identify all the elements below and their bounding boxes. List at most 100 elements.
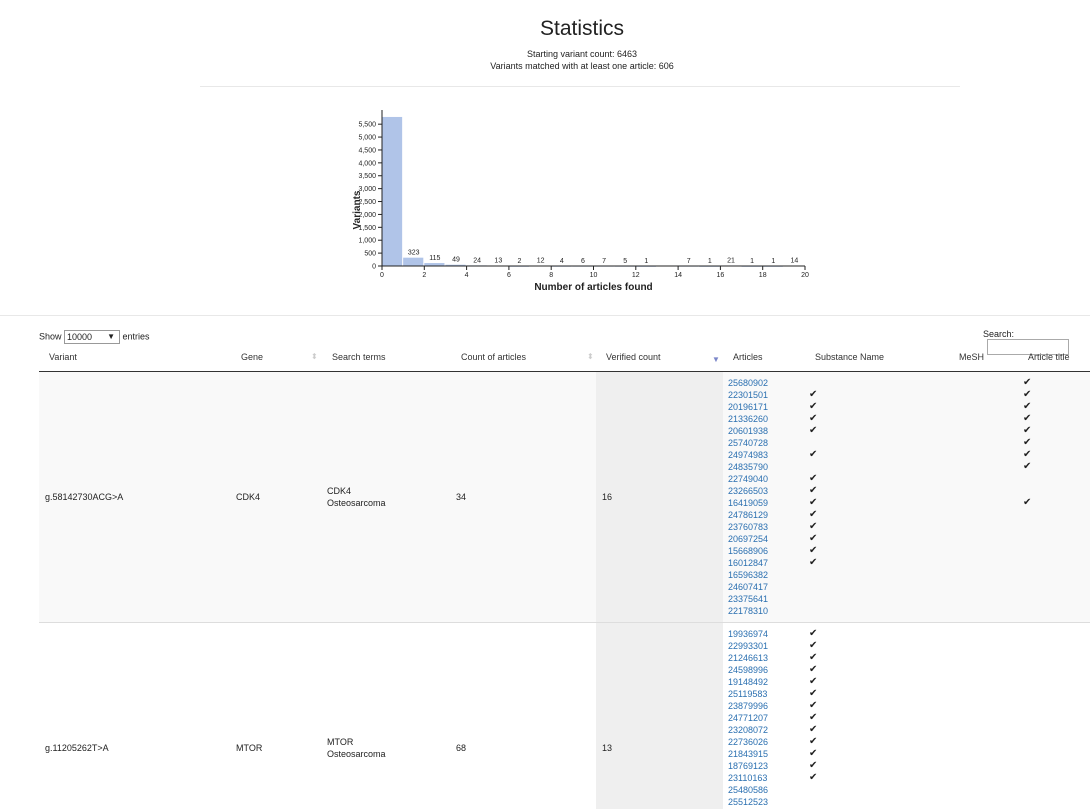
article-link[interactable]: 22749040 bbox=[728, 474, 769, 484]
article-link[interactable]: 19148492 bbox=[728, 677, 769, 687]
list-item: 24771207 bbox=[728, 712, 768, 724]
search-term-cell: Osteosarcoma bbox=[327, 749, 386, 759]
article-link[interactable]: 24835790 bbox=[728, 462, 769, 472]
article-link[interactable]: 25680902 bbox=[728, 378, 769, 388]
header-articles[interactable]: Articles bbox=[733, 352, 763, 362]
list-item: ✔ bbox=[809, 724, 817, 736]
header-mesh[interactable]: MeSH bbox=[959, 352, 985, 362]
article-link[interactable]: 24598996 bbox=[728, 665, 769, 675]
header-gene[interactable]: Gene bbox=[241, 352, 264, 362]
header-substance-name[interactable]: Substance Name bbox=[815, 352, 885, 362]
article-link[interactable]: 20601938 bbox=[728, 426, 769, 436]
y-tick-label: 3,000 bbox=[358, 186, 376, 193]
article-link[interactable]: 23266503 bbox=[728, 486, 769, 496]
sort-gene-icon[interactable]: ⬍ bbox=[311, 352, 318, 361]
list-item: 24974983 bbox=[728, 449, 768, 461]
x-tick-label: 10 bbox=[590, 272, 598, 279]
list-item: 21843915 bbox=[728, 748, 768, 760]
articles-list: 19936974 22993301 21246613 24598996 19148492… bbox=[728, 628, 768, 808]
list-item bbox=[809, 605, 817, 617]
bar-label: 12 bbox=[537, 258, 545, 265]
article-link[interactable]: 24607417 bbox=[728, 582, 769, 592]
article-link[interactable]: 24771207 bbox=[728, 713, 769, 723]
article-link[interactable]: 23760783 bbox=[728, 522, 769, 532]
header-verified-count[interactable]: Verified count bbox=[606, 352, 661, 362]
article-link[interactable]: 19936974 bbox=[728, 629, 769, 639]
article-link[interactable]: 25740728 bbox=[728, 438, 769, 448]
variant-cell: g.58142730ACG>A bbox=[45, 492, 124, 502]
article-link[interactable]: 23208072 bbox=[728, 725, 769, 735]
check-icon: ✔ bbox=[1023, 449, 1032, 460]
x-tick-label: 20 bbox=[801, 272, 809, 279]
article-link[interactable]: 24786129 bbox=[728, 510, 769, 520]
article-link[interactable]: 18769123 bbox=[728, 761, 769, 771]
list-item: 18769123 bbox=[728, 760, 768, 772]
y-tick-label: 5,000 bbox=[358, 135, 376, 142]
bar-label: 13 bbox=[494, 258, 502, 265]
list-item bbox=[809, 461, 817, 473]
y-tick-label: 2,500 bbox=[358, 199, 376, 206]
article-link[interactable]: 22301501 bbox=[728, 390, 769, 400]
article-link[interactable]: 16596382 bbox=[728, 570, 769, 580]
check-icon: ✔ bbox=[809, 389, 818, 400]
show-label: Show bbox=[39, 331, 62, 342]
sort-count-icon[interactable]: ⬍ bbox=[587, 352, 594, 361]
article-link[interactable]: 21843915 bbox=[728, 749, 769, 759]
row-divider bbox=[39, 622, 1090, 623]
list-item bbox=[1023, 545, 1031, 557]
list-item: ✔ bbox=[1023, 497, 1031, 509]
article-link[interactable]: 20697254 bbox=[728, 534, 769, 544]
bar-label: 323 bbox=[408, 250, 420, 257]
check-icon: ✔ bbox=[809, 413, 818, 424]
list-item: 20601938 bbox=[728, 425, 768, 437]
starting-count: Starting variant count: 6463 bbox=[526, 49, 638, 59]
list-item: 23110163 bbox=[728, 772, 768, 784]
search-input[interactable] bbox=[987, 339, 1069, 355]
article-link[interactable]: 23110163 bbox=[728, 773, 768, 783]
y-tick-label: 5,500 bbox=[358, 122, 376, 129]
check-icon: ✔ bbox=[809, 688, 818, 699]
article-link[interactable]: 25512523 bbox=[728, 797, 769, 807]
list-item bbox=[1023, 593, 1031, 605]
list-item: ✔ bbox=[809, 413, 817, 425]
list-item: 16419059 bbox=[728, 497, 768, 509]
article-link[interactable]: 21336260 bbox=[728, 414, 769, 424]
header-variant[interactable]: Variant bbox=[49, 352, 77, 362]
list-item: 20697254 bbox=[728, 533, 768, 545]
list-item: ✔ bbox=[809, 664, 817, 676]
article-link[interactable]: 15668906 bbox=[728, 546, 769, 556]
gene-cell: CDK4 bbox=[236, 492, 261, 502]
list-item: 21336260 bbox=[728, 413, 768, 425]
list-item: ✔ bbox=[1023, 401, 1031, 413]
header-article-title[interactable]: Article title bbox=[1028, 352, 1070, 362]
article-link[interactable]: 23879996 bbox=[728, 701, 769, 711]
entries-select[interactable]: 10000 ▼ bbox=[64, 330, 121, 344]
bar bbox=[424, 263, 445, 266]
list-item: ✔ bbox=[1023, 413, 1031, 425]
article-link[interactable]: 25480586 bbox=[728, 785, 769, 795]
bar-label: 2 bbox=[518, 258, 522, 265]
variant-cell: g.11205262T>A bbox=[45, 743, 109, 753]
check-icon: ✔ bbox=[809, 449, 818, 460]
gene-cell: MTOR bbox=[236, 743, 263, 753]
bar-label: 4 bbox=[560, 258, 564, 265]
sort-desc-icon[interactable]: ▼ bbox=[712, 355, 720, 364]
article-link[interactable]: 25119583 bbox=[728, 689, 768, 699]
header-count-of-articles[interactable]: Count of articles bbox=[461, 352, 527, 362]
article-link[interactable]: 22993301 bbox=[728, 641, 769, 651]
article-link[interactable]: 20196171 bbox=[728, 402, 769, 412]
article-link[interactable]: 24974983 bbox=[728, 450, 769, 460]
article-link[interactable]: 16419059 bbox=[728, 498, 769, 508]
article-link[interactable]: 22736026 bbox=[728, 737, 769, 747]
article-link[interactable]: 21246613 bbox=[728, 653, 769, 663]
list-item: 25119583 bbox=[728, 688, 768, 700]
header-search-terms[interactable]: Search terms bbox=[332, 352, 386, 362]
article-link[interactable]: 22178310 bbox=[728, 606, 769, 616]
list-item: 24786129 bbox=[728, 509, 768, 521]
article-link[interactable]: 16012847 bbox=[728, 558, 769, 568]
check-icon: ✔ bbox=[1023, 413, 1032, 424]
check-icon: ✔ bbox=[1023, 401, 1032, 412]
list-item: 24835790 bbox=[728, 461, 768, 473]
y-tick-label: 4,500 bbox=[358, 147, 376, 154]
article-link[interactable]: 23375641 bbox=[728, 594, 769, 604]
